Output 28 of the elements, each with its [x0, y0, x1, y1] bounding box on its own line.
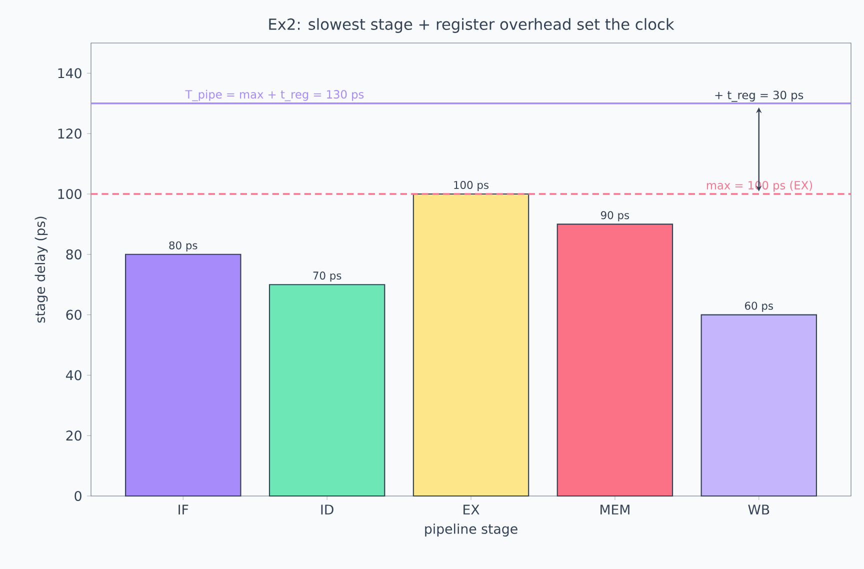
y-tick-label: 100 — [58, 188, 82, 200]
bar — [556, 224, 674, 497]
y-axis-title: stage delay (ps) — [34, 216, 48, 323]
x-tick-label: IF — [178, 504, 188, 514]
data-label: 70 ps — [313, 272, 342, 282]
data-label: 80 ps — [169, 241, 198, 252]
y-tick-label: 40 — [66, 370, 82, 380]
y-tick-label: 140 — [58, 68, 82, 78]
data-label: 100 ps — [454, 180, 489, 192]
x-axis-title: pipeline stage — [425, 524, 518, 536]
y-tick-label: 60 — [66, 310, 82, 320]
x-tick-label: ID — [321, 504, 334, 514]
x-tick-label: EX — [464, 504, 480, 514]
bar — [412, 193, 530, 497]
chart-title: Ex2: slowest stage + register overhead set the clock — [269, 18, 674, 33]
bar — [700, 314, 817, 497]
y-tick-label: 20 — [66, 430, 82, 441]
y-tick-label: 0 — [74, 490, 82, 502]
x-tick-label: MEM — [600, 504, 630, 514]
bar — [268, 284, 386, 497]
y-tick-label: 80 — [66, 249, 82, 260]
x-tick-label: WB — [748, 504, 770, 514]
ref-line-label: T_pipe = max + t_reg = 130 ps — [185, 90, 364, 102]
data-label: 90 ps — [600, 211, 630, 222]
data-label: 60 ps — [744, 302, 773, 312]
y-tick-label: 120 — [58, 128, 82, 139]
bar — [125, 254, 242, 497]
annotation: + t_reg = 30 ps — [715, 90, 804, 102]
